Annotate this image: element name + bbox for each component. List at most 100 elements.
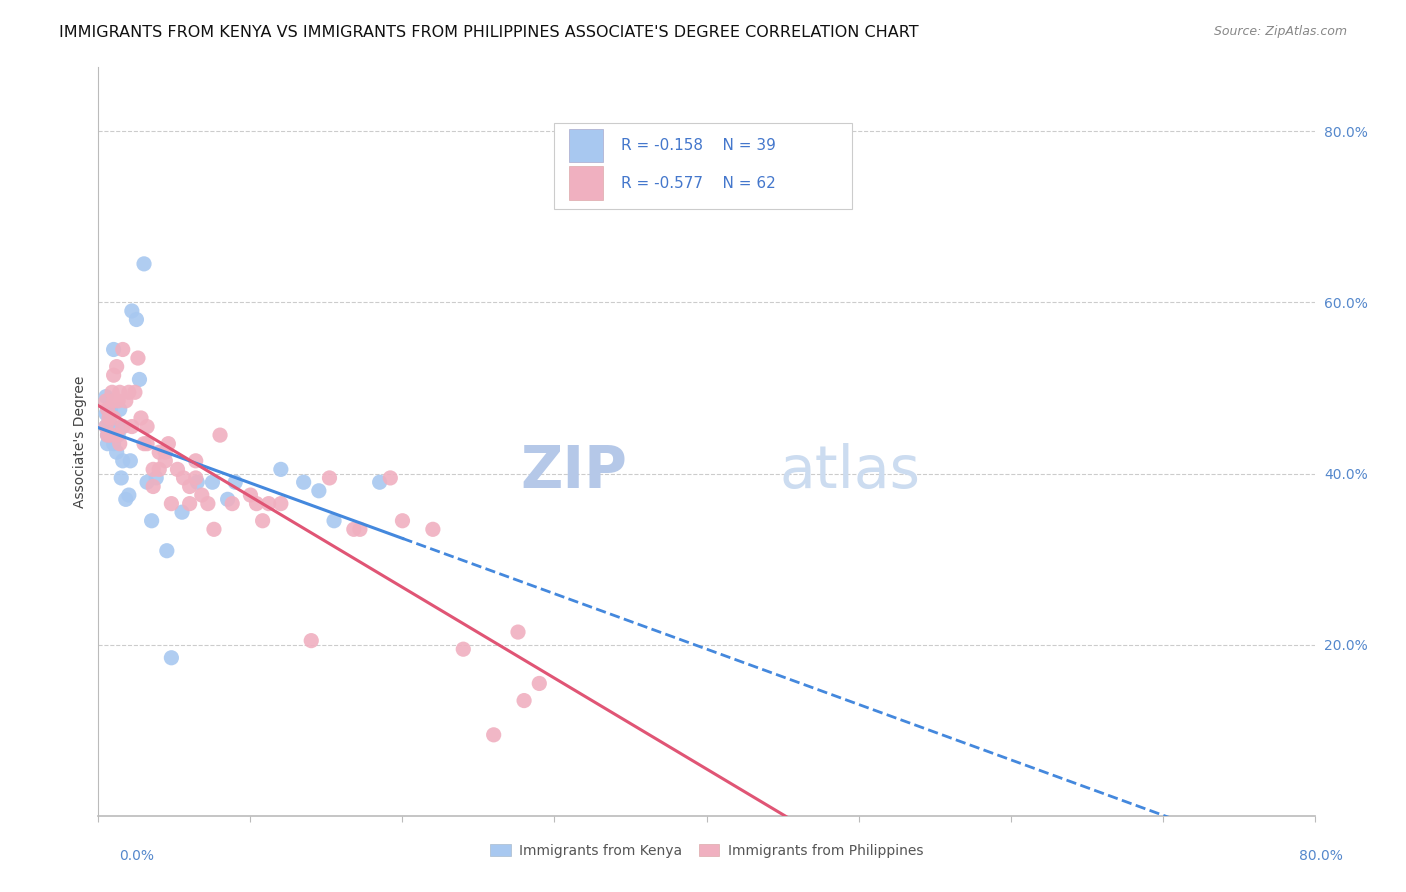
Point — [103, 368, 125, 383]
Point — [94, 419, 117, 434]
Point — [186, 475, 208, 490]
Point — [111, 454, 134, 468]
Point — [101, 385, 124, 400]
Point — [141, 514, 163, 528]
Point — [391, 514, 413, 528]
Text: IMMIGRANTS FROM KENYA VS IMMIGRANTS FROM PHILIPPINES ASSOCIATE'S DEGREE CORRELAT: IMMIGRANTS FROM KENYA VS IMMIGRANTS FROM… — [59, 25, 918, 40]
FancyBboxPatch shape — [554, 123, 852, 210]
Text: atlas: atlas — [779, 443, 921, 500]
Point — [155, 445, 177, 459]
Point — [132, 257, 155, 271]
Point — [179, 497, 201, 511]
Point — [120, 454, 142, 468]
Point — [98, 415, 121, 429]
Point — [191, 488, 214, 502]
Point — [482, 728, 505, 742]
Point — [453, 642, 475, 657]
Point — [252, 514, 274, 528]
Point — [349, 522, 371, 536]
Point — [94, 393, 117, 408]
Point — [173, 471, 195, 485]
Point — [96, 436, 118, 450]
Text: R = -0.158    N = 39: R = -0.158 N = 39 — [621, 138, 776, 153]
Point — [124, 385, 146, 400]
Legend: Immigrants from Kenya, Immigrants from Philippines: Immigrants from Kenya, Immigrants from P… — [484, 838, 929, 863]
Point — [156, 543, 179, 558]
Point — [105, 428, 128, 442]
Point — [136, 436, 159, 450]
Point — [103, 393, 125, 408]
Point — [217, 492, 239, 507]
Point — [323, 514, 346, 528]
Text: 0.0%: 0.0% — [120, 849, 155, 863]
Point — [343, 522, 366, 536]
Point — [108, 385, 131, 400]
Point — [201, 475, 224, 490]
Point — [142, 479, 165, 493]
Point — [107, 393, 129, 408]
Point — [368, 475, 391, 490]
Point — [100, 402, 122, 417]
Point — [170, 505, 193, 519]
Point — [94, 390, 117, 404]
Point — [209, 428, 232, 442]
Point — [111, 343, 134, 357]
Point — [96, 402, 118, 417]
Point — [129, 411, 152, 425]
Point — [179, 479, 201, 493]
Point — [132, 436, 155, 450]
Point — [108, 436, 131, 450]
Point — [224, 475, 246, 490]
Point — [197, 497, 219, 511]
Point — [155, 454, 177, 468]
Point — [118, 488, 141, 502]
Point — [100, 428, 122, 442]
Point — [136, 419, 159, 434]
Point — [270, 462, 292, 476]
Point — [98, 411, 121, 425]
Text: ZIP: ZIP — [520, 443, 627, 500]
FancyBboxPatch shape — [569, 128, 603, 162]
Point — [184, 454, 207, 468]
Point — [103, 343, 125, 357]
Point — [125, 312, 148, 326]
Point — [148, 445, 170, 459]
Point — [128, 372, 150, 386]
Point — [506, 625, 529, 640]
Point — [202, 522, 225, 536]
Point — [380, 471, 402, 485]
Point — [121, 304, 143, 318]
Point — [308, 483, 330, 498]
Point — [142, 462, 165, 476]
Text: R = -0.577    N = 62: R = -0.577 N = 62 — [621, 176, 776, 191]
Text: Source: ZipAtlas.com: Source: ZipAtlas.com — [1213, 25, 1347, 38]
Point — [96, 428, 118, 442]
Text: 80.0%: 80.0% — [1299, 849, 1343, 863]
Point — [422, 522, 444, 536]
Point — [270, 497, 292, 511]
Point — [529, 676, 551, 690]
Point — [145, 471, 167, 485]
Point — [160, 650, 183, 665]
Point — [107, 428, 129, 442]
Point — [157, 436, 180, 450]
Point — [111, 419, 134, 434]
Point — [103, 411, 125, 425]
Point — [96, 428, 118, 442]
Point — [118, 385, 141, 400]
Point — [114, 492, 136, 507]
Point — [166, 462, 188, 476]
Point — [110, 471, 132, 485]
Point — [257, 497, 280, 511]
Point — [108, 402, 131, 417]
FancyBboxPatch shape — [569, 166, 603, 200]
Point — [299, 633, 322, 648]
Point — [94, 419, 117, 434]
Point — [121, 419, 143, 434]
Point — [111, 419, 134, 434]
Point — [105, 445, 128, 459]
Point — [105, 359, 128, 374]
Point — [245, 497, 267, 511]
Point — [292, 475, 315, 490]
Point — [318, 471, 340, 485]
